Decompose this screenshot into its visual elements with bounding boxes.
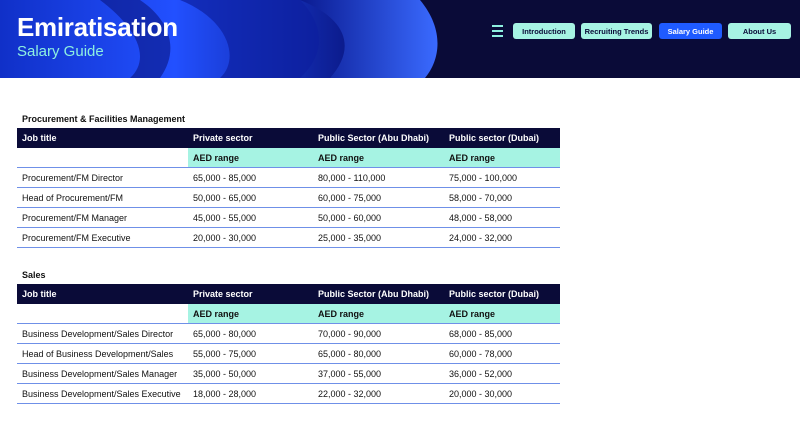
salary-range: 24,000 - 32,000 <box>444 227 560 248</box>
salary-range: 37,000 - 55,000 <box>313 363 444 384</box>
column-header: Job title <box>17 284 188 304</box>
section: Sales Job title Private sector Public Secto… <box>17 270 560 404</box>
salary-range: 75,000 - 100,000 <box>444 167 560 188</box>
salary-range: 48,000 - 58,000 <box>444 207 560 228</box>
nav-button[interactable]: Salary Guide <box>659 23 722 39</box>
salary-range: 60,000 - 75,000 <box>313 187 444 208</box>
table-row: Business Development/Sales Director 65,00… <box>17 323 560 344</box>
header-row: Job title Private sector Public Sector (Ab… <box>17 284 560 304</box>
column-header: Public Sector (Abu Dhabi) <box>313 284 444 304</box>
subheader-cell: AED range <box>188 148 313 168</box>
salary-range: 25,000 - 35,000 <box>313 227 444 248</box>
salary-range: 22,000 - 32,000 <box>313 383 444 404</box>
section-heading: Procurement & Facilities Management <box>22 114 186 124</box>
salary-range: 20,000 - 30,000 <box>188 227 313 248</box>
salary-range: 55,000 - 75,000 <box>188 343 313 364</box>
subheader-row: AED range AED range AED range <box>17 304 560 324</box>
title: Emiratisation <box>17 12 178 42</box>
section: Procurement & Facilities Management Job t… <box>17 114 560 248</box>
salary-range: 70,000 - 90,000 <box>313 323 444 344</box>
salary-range: 35,000 - 50,000 <box>188 363 313 384</box>
nav-button[interactable]: Introduction <box>513 23 575 39</box>
salary-range: 65,000 - 85,000 <box>188 167 313 188</box>
job-title: Head of Procurement/FM <box>17 187 188 208</box>
salary-range: 50,000 - 60,000 <box>313 207 444 228</box>
job-title: Procurement/FM Manager <box>17 207 188 228</box>
subheader-cell: AED range <box>188 304 313 324</box>
salary-range: 60,000 - 78,000 <box>444 343 560 364</box>
job-title: Business Development/Sales Director <box>17 323 188 344</box>
column-header: Private sector <box>188 284 313 304</box>
column-header: Public Sector (Abu Dhabi) <box>313 128 444 148</box>
job-title: Procurement/FM Director <box>17 167 188 188</box>
salary-range: 68,000 - 85,000 <box>444 323 560 344</box>
nav-button[interactable]: About Us <box>728 23 791 39</box>
salary-range: 50,000 - 65,000 <box>188 187 313 208</box>
subheader-cell: AED range <box>313 304 444 324</box>
salary-range: 36,000 - 52,000 <box>444 363 560 384</box>
table-row: Procurement/FM Manager 45,000 - 55,000 50,… <box>17 207 560 228</box>
subheader-cell: AED range <box>444 304 560 324</box>
header: Emiratisation Salary Guide Introduction R… <box>0 0 800 78</box>
subheader-cell: AED range <box>313 148 444 168</box>
column-header: Private sector <box>188 128 313 148</box>
table-row: Procurement/FM Executive 20,000 - 30,000 2… <box>17 227 560 248</box>
table-row: Head of Procurement/FM 50,000 - 65,000 60,… <box>17 187 560 208</box>
job-title: Procurement/FM Executive <box>17 227 188 248</box>
nav-button[interactable]: Recruiting Trends <box>581 23 652 39</box>
column-header: Public sector (Dubai) <box>444 128 560 148</box>
header-row: Job title Private sector Public Sector (Ab… <box>17 128 560 148</box>
salary-range: 65,000 - 80,000 <box>188 323 313 344</box>
blank-cell <box>17 304 188 324</box>
menu-icon[interactable] <box>492 25 503 40</box>
section-heading: Sales <box>22 270 46 280</box>
salary-range: 18,000 - 28,000 <box>188 383 313 404</box>
column-header: Public sector (Dubai) <box>444 284 560 304</box>
subtitle: Salary Guide <box>17 43 104 60</box>
salary-range: 58,000 - 70,000 <box>444 187 560 208</box>
salary-table: Job title Private sector Public Sector (Ab… <box>17 128 560 248</box>
salary-range: 20,000 - 30,000 <box>444 383 560 404</box>
table-row: Head of Business Development/Sales 55,000… <box>17 343 560 364</box>
salary-range: 45,000 - 55,000 <box>188 207 313 228</box>
table-row: Procurement/FM Director 65,000 - 85,000 80… <box>17 167 560 188</box>
job-title: Head of Business Development/Sales <box>17 343 188 364</box>
salary-table: Job title Private sector Public Sector (Ab… <box>17 284 560 404</box>
table-row: Business Development/Sales Executive 18,0… <box>17 383 560 404</box>
header-art <box>0 0 438 78</box>
table-row: Business Development/Sales Manager 35,000… <box>17 363 560 384</box>
column-header: Job title <box>17 128 188 148</box>
job-title: Business Development/Sales Manager <box>17 363 188 384</box>
subheader-cell: AED range <box>444 148 560 168</box>
subheader-row: AED range AED range AED range <box>17 148 560 168</box>
blank-cell <box>17 148 188 168</box>
salary-range: 65,000 - 80,000 <box>313 343 444 364</box>
job-title: Business Development/Sales Executive <box>17 383 188 404</box>
salary-range: 80,000 - 110,000 <box>313 167 444 188</box>
